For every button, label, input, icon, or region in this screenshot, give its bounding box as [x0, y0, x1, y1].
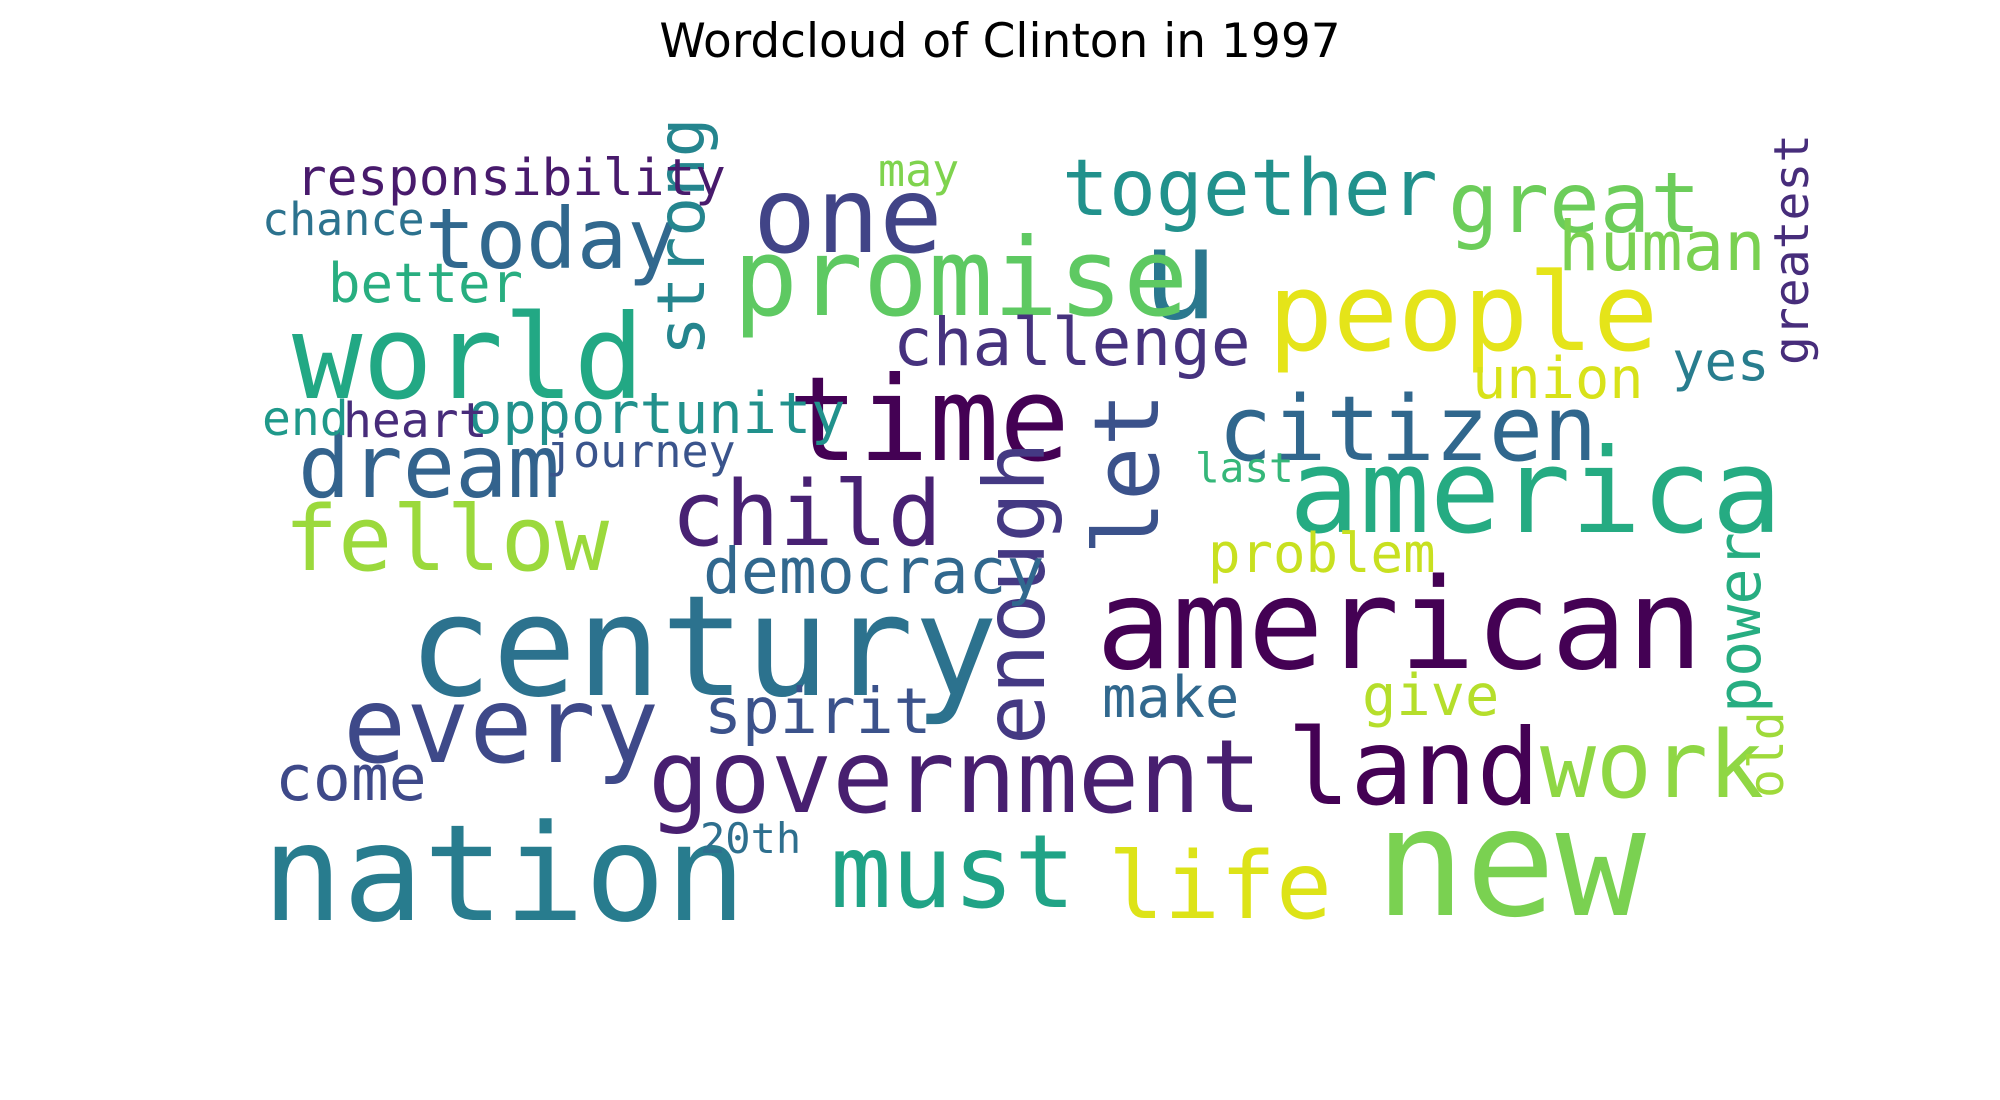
- word-citizen: citizen: [1218, 377, 1597, 482]
- word-together: together: [1062, 144, 1438, 234]
- word-must: must: [830, 813, 1076, 932]
- word-life: life: [1108, 832, 1332, 940]
- word-every: every: [343, 665, 659, 787]
- word-make: make: [1102, 665, 1239, 731]
- word-strong: strong: [643, 118, 720, 356]
- word-today: today: [425, 190, 678, 288]
- word-give: give: [1362, 663, 1499, 729]
- word-american: american: [1096, 551, 1703, 698]
- word-promise: promise: [733, 216, 1188, 341]
- word-old: old: [1739, 711, 1795, 798]
- word-challenge: challenge: [893, 304, 1251, 381]
- word-u: u: [1142, 201, 1218, 348]
- word-child: child: [671, 462, 942, 567]
- word-democracy: democracy: [703, 535, 1044, 608]
- word-world: world: [292, 289, 644, 426]
- word-let: let: [1075, 392, 1180, 555]
- word-land: land: [1287, 707, 1540, 829]
- word-one: one: [753, 155, 943, 277]
- word-america: america: [1289, 423, 1782, 560]
- word-come: come: [275, 742, 427, 815]
- word-end: end: [262, 391, 349, 447]
- word-fellow: fellow: [284, 487, 610, 592]
- word-better: better: [328, 252, 523, 315]
- word-work: work: [1540, 711, 1764, 819]
- word-greatest: greatest: [1764, 134, 1820, 365]
- word-may: may: [878, 144, 959, 197]
- word-spirit: spirit: [704, 675, 932, 748]
- word-power: power: [1705, 532, 1775, 713]
- word-enough: enough: [966, 442, 1064, 745]
- word-human: human: [1558, 207, 1766, 287]
- word-yes: yes: [1672, 330, 1770, 393]
- word-century: century: [408, 566, 998, 729]
- word-nation: nation: [262, 796, 746, 952]
- word-chance: chance: [262, 193, 425, 246]
- word-journey: journey: [546, 425, 736, 478]
- word-opportunity: opportunity: [468, 381, 846, 447]
- chart-title: Wordcloud of Clinton in 1997: [659, 14, 1341, 69]
- word-problem: problem: [1208, 522, 1436, 585]
- word-time: time: [788, 351, 1070, 488]
- word-dream: dream: [298, 416, 560, 518]
- word-government: government: [648, 718, 1262, 837]
- word-union: union: [1472, 346, 1644, 412]
- word-heart: heart: [343, 393, 488, 449]
- word-people: people: [1268, 251, 1658, 376]
- word-great: great: [1448, 154, 1701, 252]
- word-last: last: [1195, 444, 1294, 492]
- word-new: new: [1375, 777, 1647, 951]
- word-responsibility: responsibility: [296, 149, 726, 208]
- word-20th: 20th: [700, 814, 801, 863]
